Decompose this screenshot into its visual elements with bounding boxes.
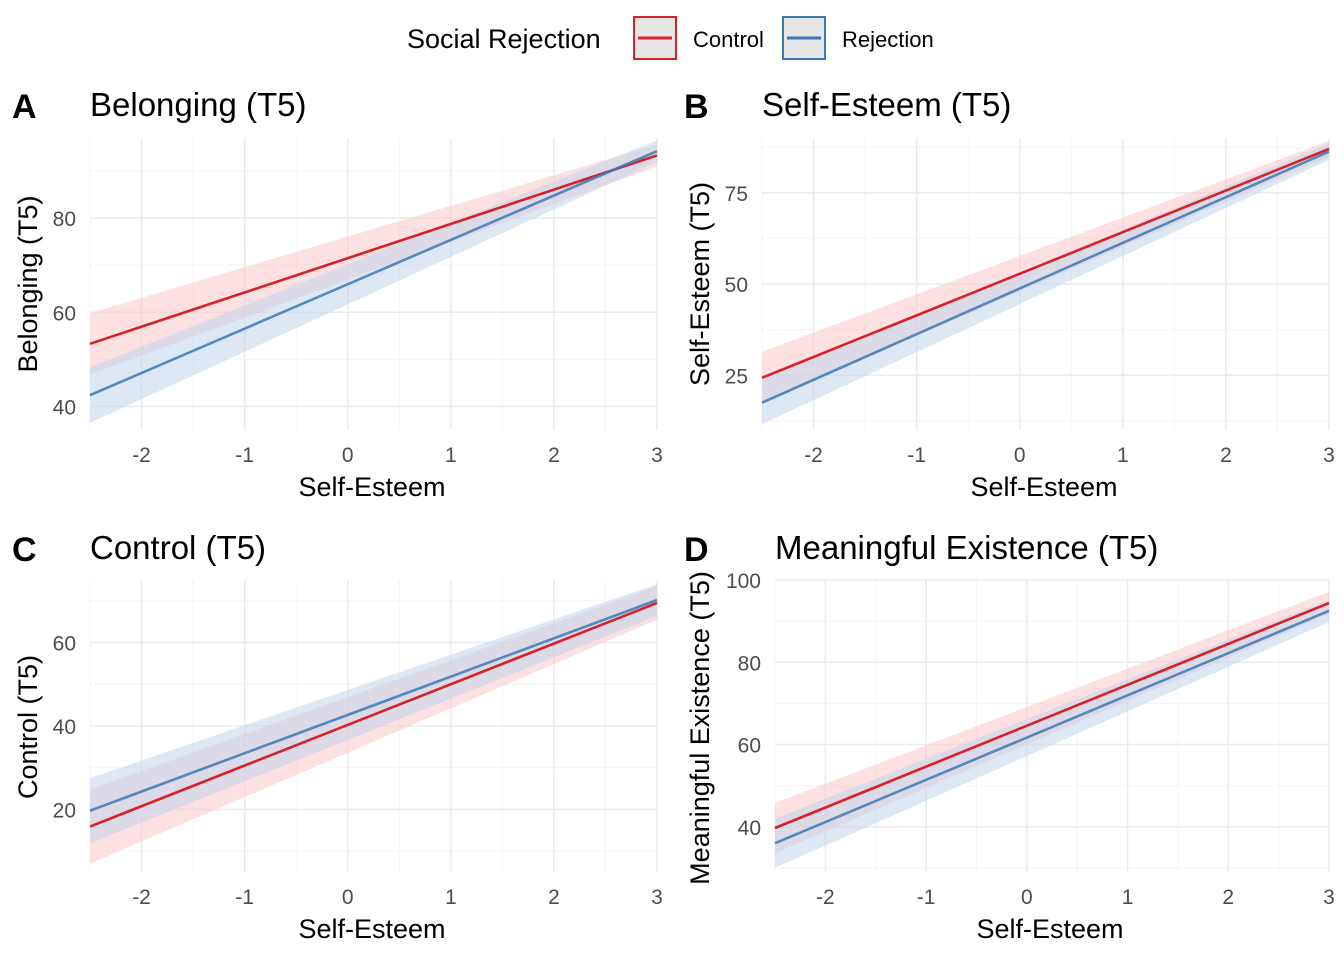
- panel-title: Meaningful Existence (T5): [775, 529, 1158, 566]
- y-tick-label: 80: [738, 652, 761, 675]
- x-tick-label: 3: [651, 444, 663, 467]
- x-tick-label: -2: [804, 444, 823, 467]
- x-tick-label: 0: [342, 886, 354, 909]
- y-tick-label: 25: [725, 365, 748, 388]
- panel-title: Belonging (T5): [90, 86, 306, 123]
- panel-a: A Belonging (T5) Belonging (T5) Self-Est…: [12, 86, 663, 502]
- y-tick-label: 40: [53, 396, 76, 419]
- legend: Social Rejection Control Rejection: [407, 16, 934, 60]
- x-tick-label: 2: [548, 444, 560, 467]
- panel-title: Control (T5): [90, 529, 266, 566]
- x-tick-label: 1: [445, 444, 457, 467]
- panel-tag: A: [12, 88, 37, 126]
- y-tick-label: 80: [53, 208, 76, 231]
- x-tick-label: -2: [132, 886, 151, 909]
- series-line-control: [761, 147, 1330, 380]
- x-tick-label: 0: [1021, 886, 1033, 909]
- x-axis-title: Self-Esteem: [976, 914, 1123, 944]
- y-axis-title: Meaningful Existence (T5): [685, 571, 715, 885]
- panel-b: B Self-Esteem (T5) Self-Esteem (T5) Self…: [684, 86, 1335, 502]
- legend-item-rejection: Rejection: [782, 16, 934, 60]
- y-tick-label: 50: [725, 274, 748, 297]
- x-tick-label: 2: [548, 886, 560, 909]
- y-tick-label: 100: [726, 570, 761, 593]
- x-tick-label: 1: [445, 886, 457, 909]
- x-tick-label: 3: [1323, 444, 1335, 467]
- y-axis-title: Belonging (T5): [13, 195, 43, 372]
- x-tick-label: -1: [235, 886, 254, 909]
- y-tick-label: 40: [738, 817, 761, 840]
- x-tick-label: 3: [651, 886, 663, 909]
- x-tick-label: 1: [1122, 886, 1134, 909]
- x-axis-title: Self-Esteem: [298, 914, 445, 944]
- x-tick-label: -1: [917, 886, 936, 909]
- y-tick-label: 60: [738, 735, 761, 758]
- y-tick-label: 20: [53, 799, 76, 822]
- x-axis-title: Self-Esteem: [298, 472, 445, 502]
- y-tick-label: 75: [725, 183, 748, 206]
- series-line-control: [774, 601, 1330, 830]
- x-tick-label: -1: [907, 444, 926, 467]
- legend-title: Social Rejection: [407, 24, 601, 54]
- panel-c: C Control (T5) Control (T5) Self-Esteem …: [12, 529, 663, 944]
- y-axis-title: Self-Esteem (T5): [685, 182, 715, 386]
- panel-tag: D: [684, 531, 709, 569]
- panel-tag: C: [12, 531, 37, 569]
- panel-tag: B: [684, 88, 709, 126]
- legend-item-control: Control: [633, 16, 764, 60]
- x-tick-label: 0: [1014, 444, 1026, 467]
- series-line-rejection: [774, 609, 1330, 845]
- x-tick-label: 2: [1222, 886, 1234, 909]
- y-tick-label: 60: [53, 633, 76, 656]
- y-tick-label: 40: [53, 716, 76, 739]
- y-tick-label: 60: [53, 302, 76, 325]
- panel-d: D Meaningful Existence (T5) Meaningful E…: [684, 529, 1335, 944]
- confidence-band-rejection: [775, 599, 1329, 868]
- legend-label-rejection: Rejection: [842, 27, 934, 52]
- x-tick-label: -2: [132, 444, 151, 467]
- series-line-control: [89, 154, 658, 346]
- x-tick-label: 3: [1323, 886, 1335, 909]
- x-tick-label: 2: [1220, 444, 1232, 467]
- legend-label-control: Control: [693, 27, 764, 52]
- x-tick-label: 1: [1117, 444, 1129, 467]
- series-line-rejection: [89, 149, 658, 397]
- x-tick-label: 0: [342, 444, 354, 467]
- panel-title: Self-Esteem (T5): [762, 86, 1011, 123]
- x-axis-title: Self-Esteem: [970, 472, 1117, 502]
- series-line-control: [89, 601, 658, 828]
- series-line-rejection: [89, 598, 658, 812]
- x-tick-label: -2: [816, 886, 835, 909]
- x-tick-label: -1: [235, 444, 254, 467]
- y-axis-title: Control (T5): [13, 655, 43, 799]
- series-line-rejection: [761, 150, 1330, 404]
